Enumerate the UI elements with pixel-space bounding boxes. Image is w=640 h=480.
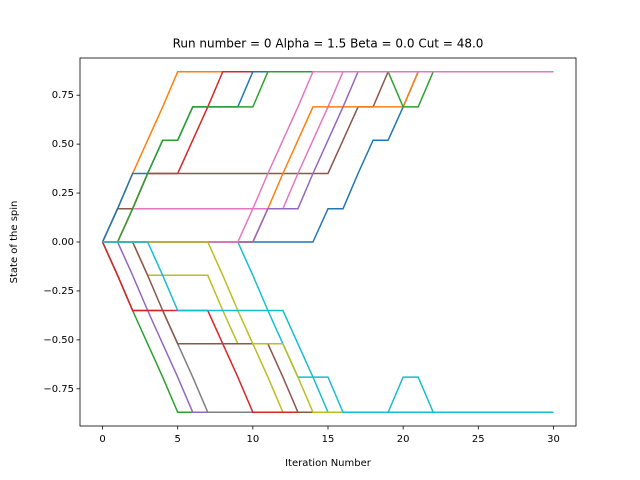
x-tick-label: 20 [397,434,410,445]
series-line [101,70,554,243]
series-line [102,70,554,243]
x-tick-label: 5 [175,434,181,445]
chart-title: Run number = 0 Alpha = 1.5 Beta = 0.0 Cu… [173,37,484,51]
x-tick-label: 10 [246,434,259,445]
y-tick-label: 0.25 [52,188,74,199]
series-line [102,70,554,243]
series-line [102,70,554,243]
y-tick-label: −0.50 [43,335,74,346]
plot-frame [79,57,577,427]
series-line [101,70,554,243]
y-tick-label: 0.00 [52,237,74,248]
x-tick-label: 25 [472,434,485,445]
x-axis-label: Iteration Number [285,458,372,469]
series-line [102,241,554,414]
series-line [101,70,554,243]
x-tick-label: 15 [322,434,335,445]
y-tick-label: −0.75 [43,384,74,395]
series-line [102,70,554,243]
series-line [102,241,554,414]
y-tick-label: 0.50 [52,139,74,150]
series-line [102,70,554,243]
series-line [102,70,554,243]
y-tick-label: −0.25 [43,286,74,297]
series-line [102,70,554,243]
x-tick-label: 30 [547,434,560,445]
x-tick-label: 0 [99,434,105,445]
y-tick-label: 0.75 [52,90,74,101]
y-axis-label: State of the spin [9,201,20,284]
